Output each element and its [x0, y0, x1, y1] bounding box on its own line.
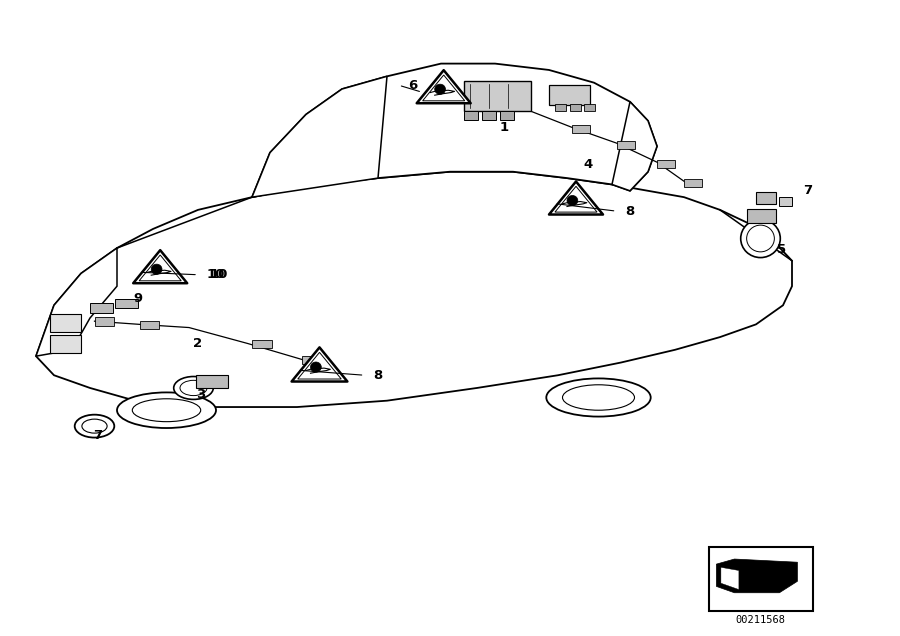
Polygon shape — [721, 567, 739, 590]
Ellipse shape — [310, 362, 321, 372]
Polygon shape — [716, 559, 797, 593]
Polygon shape — [36, 248, 117, 356]
Text: 9: 9 — [133, 293, 142, 305]
Text: 7: 7 — [93, 429, 102, 441]
Bar — [684, 179, 702, 187]
Bar — [50, 314, 81, 332]
Ellipse shape — [435, 84, 446, 94]
Ellipse shape — [546, 378, 651, 417]
Bar — [616, 141, 634, 149]
Bar — [50, 335, 81, 353]
Text: 10: 10 — [207, 268, 225, 281]
Bar — [778, 197, 792, 206]
Ellipse shape — [174, 377, 213, 399]
Bar — [747, 209, 776, 223]
Text: 7: 7 — [803, 184, 812, 197]
Ellipse shape — [75, 415, 114, 438]
Bar — [302, 356, 321, 364]
Ellipse shape — [567, 195, 578, 205]
Polygon shape — [252, 64, 657, 197]
Polygon shape — [612, 102, 657, 191]
Text: 1: 1 — [500, 121, 508, 134]
Polygon shape — [133, 250, 187, 283]
Text: 8: 8 — [374, 369, 382, 382]
Text: 5: 5 — [777, 243, 786, 256]
Text: 6: 6 — [408, 79, 417, 92]
Bar — [709, 547, 813, 611]
Bar — [464, 111, 478, 120]
Bar — [196, 375, 228, 388]
Text: 00211568: 00211568 — [735, 615, 786, 625]
Text: 2: 2 — [194, 337, 202, 350]
Bar — [115, 299, 138, 308]
Text: 4: 4 — [583, 158, 592, 170]
Bar — [657, 160, 675, 168]
Bar — [90, 303, 112, 313]
Bar — [464, 81, 531, 111]
Polygon shape — [252, 76, 387, 197]
Bar — [94, 317, 114, 326]
Bar — [572, 125, 590, 133]
Polygon shape — [36, 172, 792, 407]
Text: 10: 10 — [210, 268, 228, 281]
Polygon shape — [417, 70, 471, 103]
Bar — [756, 192, 776, 204]
Bar — [500, 111, 514, 120]
Bar — [584, 104, 595, 111]
Ellipse shape — [117, 392, 216, 428]
Polygon shape — [549, 181, 603, 214]
Ellipse shape — [151, 264, 162, 274]
Bar — [570, 104, 580, 111]
Bar — [252, 340, 272, 348]
Ellipse shape — [741, 219, 780, 258]
Text: 8: 8 — [626, 205, 634, 218]
Bar — [555, 104, 566, 111]
Bar — [482, 111, 496, 120]
Bar — [549, 85, 590, 105]
Bar — [140, 321, 159, 329]
Text: 3: 3 — [196, 388, 205, 401]
Polygon shape — [292, 347, 347, 382]
